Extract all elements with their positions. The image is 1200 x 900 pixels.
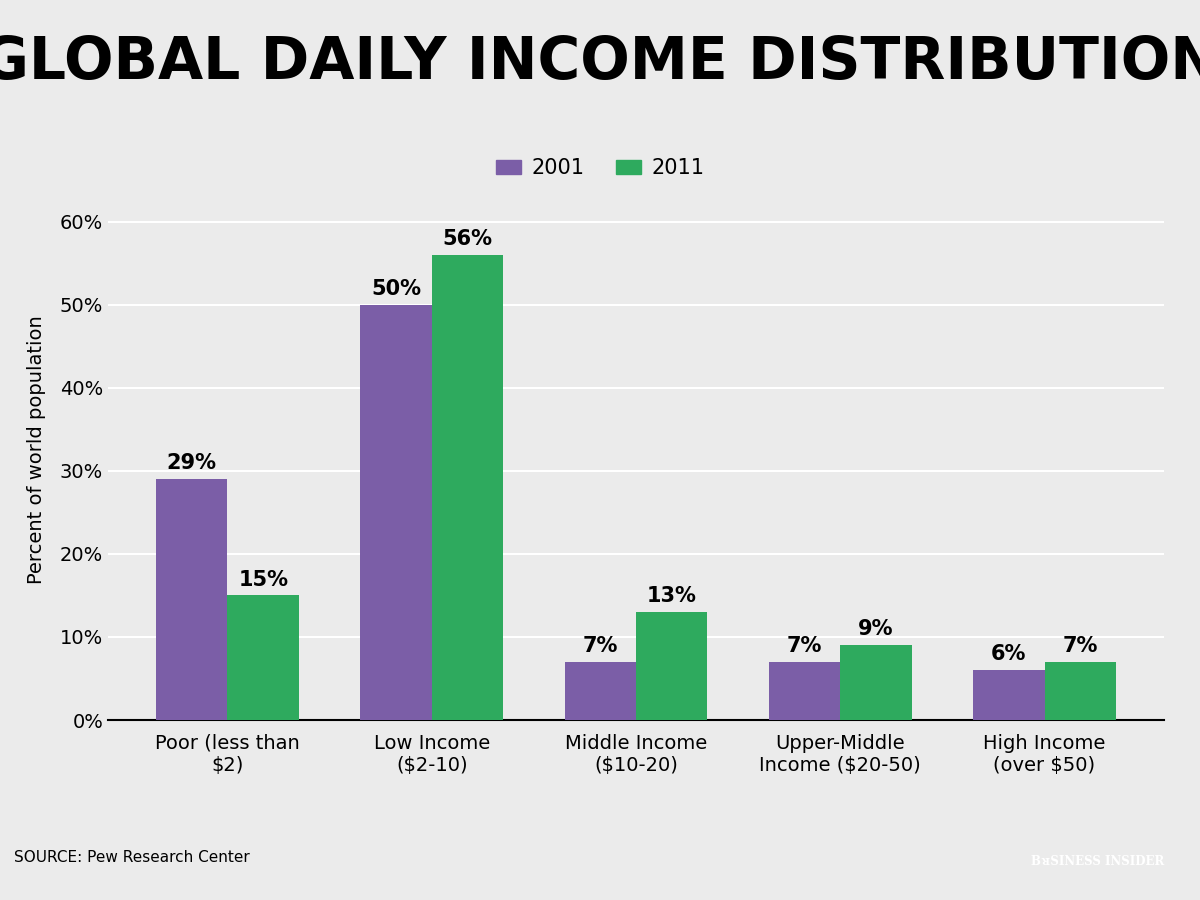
Bar — [840, 645, 912, 720]
Text: 50%: 50% — [371, 279, 421, 299]
Text: 56%: 56% — [443, 229, 492, 249]
Y-axis label: Percent of world population: Percent of world population — [26, 316, 46, 584]
Text: 7%: 7% — [582, 636, 618, 656]
Bar — [228, 596, 299, 720]
Text: GLOBAL DAILY INCOME DISTRIBUTION: GLOBAL DAILY INCOME DISTRIBUTION — [0, 34, 1200, 92]
Text: 7%: 7% — [787, 636, 822, 656]
Bar — [1044, 662, 1116, 720]
Bar — [156, 479, 228, 720]
Bar — [769, 662, 840, 720]
Text: 13%: 13% — [647, 586, 697, 607]
Text: 7%: 7% — [1062, 636, 1098, 656]
Bar — [636, 612, 708, 720]
Text: 29%: 29% — [167, 454, 217, 473]
Bar — [973, 670, 1044, 720]
Bar — [564, 662, 636, 720]
Legend: 2001, 2011: 2001, 2011 — [487, 150, 713, 186]
Text: 15%: 15% — [239, 570, 288, 590]
Bar — [432, 255, 503, 720]
Text: 6%: 6% — [991, 644, 1026, 664]
Text: 9%: 9% — [858, 619, 894, 639]
Text: SOURCE: Pew Research Center: SOURCE: Pew Research Center — [14, 850, 250, 866]
Bar — [360, 304, 432, 720]
Text: BᴚSINESS INSIDER: BᴚSINESS INSIDER — [1031, 855, 1165, 868]
